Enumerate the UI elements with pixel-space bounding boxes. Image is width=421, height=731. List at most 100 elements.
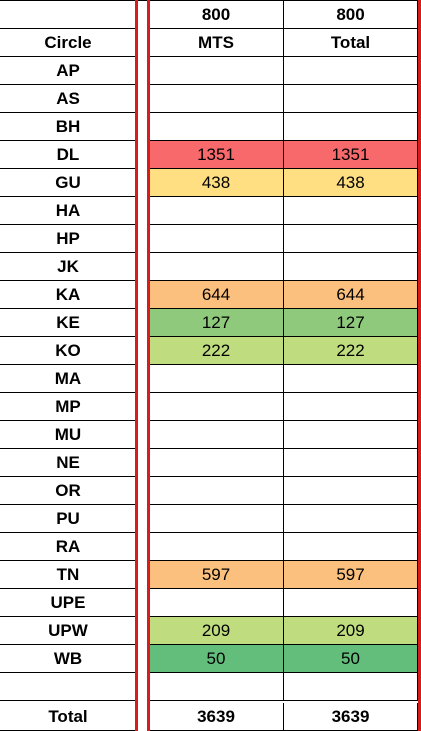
- header-circle[interactable]: Circle: [0, 29, 136, 57]
- circle-cell[interactable]: WB: [0, 645, 136, 673]
- total-cell[interactable]: 209: [284, 617, 418, 645]
- mts-cell[interactable]: [149, 225, 284, 253]
- header-mts[interactable]: MTS: [149, 29, 284, 57]
- table-row: JK: [0, 253, 421, 281]
- mts-cell[interactable]: 222: [149, 337, 284, 365]
- mts-cell[interactable]: [149, 57, 284, 85]
- mts-cell[interactable]: [149, 505, 284, 533]
- mts-cell[interactable]: [149, 113, 284, 141]
- header-mts-count[interactable]: 800: [149, 1, 284, 29]
- circle-cell[interactable]: MP: [0, 393, 136, 421]
- table-row: NE: [0, 449, 421, 477]
- total-cell[interactable]: [284, 113, 418, 141]
- table-row: MA: [0, 365, 421, 393]
- circle-cell[interactable]: DL: [0, 141, 136, 169]
- circle-cell[interactable]: MU: [0, 421, 136, 449]
- table-row: KE 127 127: [0, 309, 421, 337]
- mts-cell[interactable]: [149, 673, 284, 701]
- mts-cell[interactable]: 1351: [149, 141, 284, 169]
- header-label-cell[interactable]: [0, 1, 136, 29]
- total-label[interactable]: Total: [0, 703, 136, 731]
- table-row: RA: [0, 533, 421, 561]
- total-cell[interactable]: 1351: [284, 141, 418, 169]
- header-total[interactable]: Total: [284, 29, 418, 57]
- circle-cell[interactable]: NE: [0, 449, 136, 477]
- red-border-right: [418, 0, 421, 731]
- total-cell[interactable]: [284, 365, 418, 393]
- circle-cell[interactable]: HP: [0, 225, 136, 253]
- mts-cell[interactable]: 50: [149, 645, 284, 673]
- total-cell[interactable]: [284, 673, 418, 701]
- table-row: KA 644 644: [0, 281, 421, 309]
- mts-cell[interactable]: 597: [149, 561, 284, 589]
- total-cell[interactable]: [284, 197, 418, 225]
- circle-cell[interactable]: KE: [0, 309, 136, 337]
- circle-cell[interactable]: TN: [0, 561, 136, 589]
- circle-cell[interactable]: [0, 673, 136, 701]
- circle-cell[interactable]: AP: [0, 57, 136, 85]
- table-row: AP: [0, 57, 421, 85]
- header-row-count: 800 800: [0, 1, 421, 29]
- circle-cell[interactable]: PU: [0, 505, 136, 533]
- total-cell[interactable]: 127: [284, 309, 418, 337]
- circle-cell[interactable]: GU: [0, 169, 136, 197]
- total-cell[interactable]: [284, 477, 418, 505]
- mts-cell[interactable]: [149, 589, 284, 617]
- table-row: MU: [0, 421, 421, 449]
- mts-cell[interactable]: [149, 533, 284, 561]
- total-mts[interactable]: 3639: [149, 703, 284, 731]
- mts-cell[interactable]: 644: [149, 281, 284, 309]
- circle-cell[interactable]: OR: [0, 477, 136, 505]
- total-cell[interactable]: 50: [284, 645, 418, 673]
- mts-cell[interactable]: [149, 253, 284, 281]
- circle-cell[interactable]: HA: [0, 197, 136, 225]
- mts-cell[interactable]: 127: [149, 309, 284, 337]
- total-cell[interactable]: [284, 505, 418, 533]
- mts-cell[interactable]: [149, 197, 284, 225]
- mts-cell[interactable]: 209: [149, 617, 284, 645]
- total-cell[interactable]: [284, 449, 418, 477]
- total-total[interactable]: 3639: [284, 703, 418, 731]
- circle-cell[interactable]: KO: [0, 337, 136, 365]
- mts-cell[interactable]: [149, 85, 284, 113]
- circle-cell[interactable]: AS: [0, 85, 136, 113]
- total-cell[interactable]: 644: [284, 281, 418, 309]
- total-cell[interactable]: 597: [284, 561, 418, 589]
- mts-cell[interactable]: [149, 477, 284, 505]
- total-cell[interactable]: [284, 225, 418, 253]
- mts-cell[interactable]: 438: [149, 169, 284, 197]
- total-cell[interactable]: 438: [284, 169, 418, 197]
- table-row: GU 438 438: [0, 169, 421, 197]
- mts-cell[interactable]: [149, 449, 284, 477]
- mts-cell[interactable]: [149, 393, 284, 421]
- total-cell[interactable]: 222: [284, 337, 418, 365]
- top-border: [0, 0, 421, 1]
- table-row: UPE: [0, 589, 421, 617]
- table-row: DL 1351 1351: [0, 141, 421, 169]
- total-cell[interactable]: [284, 589, 418, 617]
- total-cell[interactable]: [284, 533, 418, 561]
- table-row: BH: [0, 113, 421, 141]
- circle-cell[interactable]: KA: [0, 281, 136, 309]
- circle-cell[interactable]: UPE: [0, 589, 136, 617]
- total-cell[interactable]: [284, 85, 418, 113]
- total-cell[interactable]: [284, 393, 418, 421]
- header-total-count[interactable]: 800: [284, 1, 418, 29]
- table-row: [0, 673, 421, 701]
- red-divider-right: [147, 0, 150, 731]
- circle-cell[interactable]: RA: [0, 533, 136, 561]
- circle-cell[interactable]: MA: [0, 365, 136, 393]
- total-cell[interactable]: [284, 421, 418, 449]
- circle-cell[interactable]: BH: [0, 113, 136, 141]
- mts-cell[interactable]: [149, 421, 284, 449]
- circle-cell[interactable]: UPW: [0, 617, 136, 645]
- table-row: WB 50 50: [0, 645, 421, 673]
- total-cell[interactable]: [284, 253, 418, 281]
- table-row: HA: [0, 197, 421, 225]
- table-row: UPW 209 209: [0, 617, 421, 645]
- red-divider-left: [135, 0, 138, 731]
- circle-cell[interactable]: JK: [0, 253, 136, 281]
- mts-cell[interactable]: [149, 365, 284, 393]
- total-cell[interactable]: [284, 57, 418, 85]
